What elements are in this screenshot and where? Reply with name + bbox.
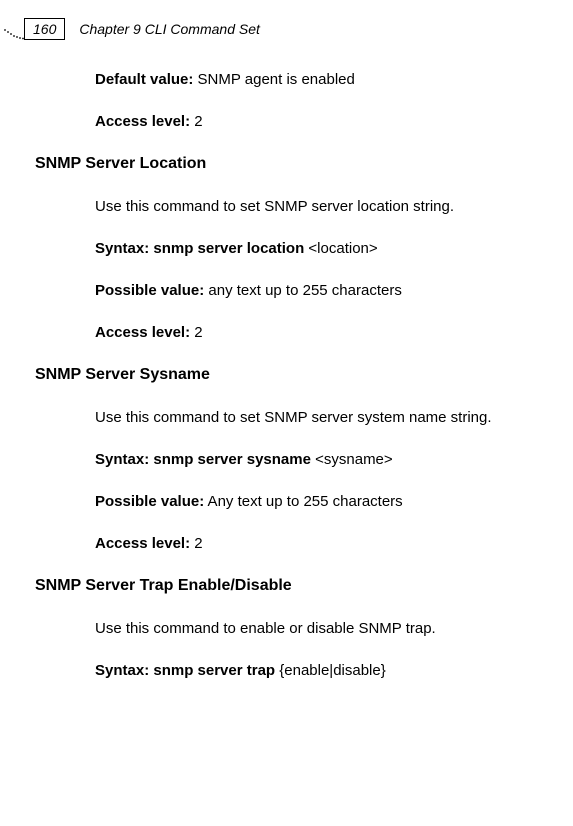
location-al-text: 2 xyxy=(190,324,203,341)
access-level-text: 2 xyxy=(190,113,203,130)
trap-syntax-arg: {enable|disable} xyxy=(275,662,386,679)
sysname-pv-label: Possible value: xyxy=(95,493,204,510)
location-syntax-label: Syntax: snmp server location xyxy=(95,240,304,257)
location-possible-value: Possible value: any text up to 255 chara… xyxy=(95,281,557,301)
location-access-level: Access level: 2 xyxy=(95,323,557,343)
sysname-possible-value: Possible value: Any text up to 255 chara… xyxy=(95,492,557,512)
sysname-syntax-label: Syntax: snmp server sysname xyxy=(95,451,311,468)
location-al-label: Access level: xyxy=(95,324,190,341)
default-value-label: Default value: xyxy=(95,71,193,88)
access-level-line: Access level: 2 xyxy=(95,112,557,132)
sysname-syntax-arg: <sysname> xyxy=(311,451,393,468)
intro-block: Default value: SNMP agent is enabled Acc… xyxy=(10,70,563,133)
section-location-body: Use this command to set SNMP server loca… xyxy=(10,197,563,344)
page-root: 160 Chapter 9 CLI Command Set Default va… xyxy=(0,0,573,826)
section-heading-location: SNMP Server Location xyxy=(10,155,563,173)
location-syntax: Syntax: snmp server location <location> xyxy=(95,239,557,259)
sysname-pv-text: Any text up to 255 characters xyxy=(204,493,402,510)
location-pv-label: Possible value: xyxy=(95,282,204,299)
section-heading-sysname: SNMP Server Sysname xyxy=(10,366,563,384)
sysname-al-text: 2 xyxy=(190,535,203,552)
trap-syntax-label: Syntax: snmp server trap xyxy=(95,662,275,679)
page-number: 160 xyxy=(24,18,65,40)
sysname-syntax: Syntax: snmp server sysname <sysname> xyxy=(95,450,557,470)
default-value-line: Default value: SNMP agent is enabled xyxy=(95,70,557,90)
location-desc: Use this command to set SNMP server loca… xyxy=(95,197,557,217)
section-trap-body: Use this command to enable or disable SN… xyxy=(10,619,563,682)
location-syntax-arg: <location> xyxy=(304,240,377,257)
section-heading-trap: SNMP Server Trap Enable/Disable xyxy=(10,577,563,595)
sysname-desc: Use this command to set SNMP server syst… xyxy=(95,408,557,428)
trap-desc: Use this command to enable or disable SN… xyxy=(95,619,557,639)
page-header: 160 Chapter 9 CLI Command Set xyxy=(10,18,563,40)
sysname-access-level: Access level: 2 xyxy=(95,534,557,554)
location-pv-text: any text up to 255 characters xyxy=(204,282,402,299)
chapter-title: Chapter 9 CLI Command Set xyxy=(79,21,260,37)
access-level-label: Access level: xyxy=(95,113,190,130)
trap-syntax: Syntax: snmp server trap {enable|disable… xyxy=(95,661,557,681)
section-sysname-body: Use this command to set SNMP server syst… xyxy=(10,408,563,555)
default-value-text: SNMP agent is enabled xyxy=(193,71,355,88)
sysname-al-label: Access level: xyxy=(95,535,190,552)
